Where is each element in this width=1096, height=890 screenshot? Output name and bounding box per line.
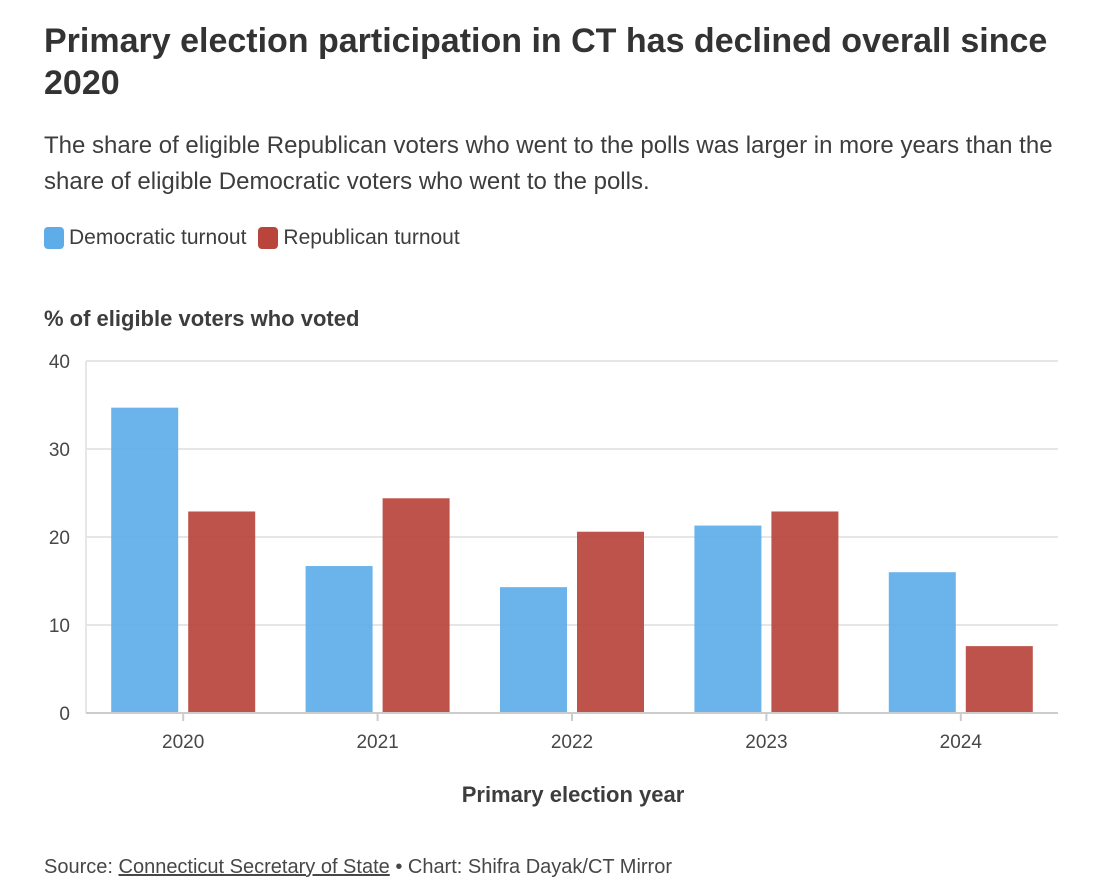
- bar-democratic-2022[interactable]: Democratic turnout 2022: 14.3: [500, 587, 567, 713]
- legend: Democratic turnout Republican turnout: [44, 226, 472, 250]
- bar-republican-2020[interactable]: Republican turnout 2020: 22.9: [188, 511, 256, 713]
- legend-label-democratic: Democratic turnout: [69, 226, 247, 249]
- x-tick-label: 2023: [745, 732, 787, 753]
- legend-swatch-republican: [258, 227, 279, 249]
- y-tick-label: 30: [49, 440, 70, 461]
- y-tick-label: 40: [49, 352, 70, 373]
- y-axis-title: % of eligible voters who voted: [44, 306, 360, 331]
- bar-republican-2022[interactable]: Republican turnout 2022: 20.6: [577, 531, 644, 713]
- x-tick-label: 2022: [551, 732, 593, 753]
- chart-subtitle: The share of eligible Republican voters …: [44, 132, 1053, 195]
- bar-democratic-2020[interactable]: Democratic turnout 2020: 34.7: [111, 407, 179, 713]
- y-tick-label: 0: [59, 704, 70, 725]
- bar-republican-2024[interactable]: Republican turnout 2024: 7.6: [965, 646, 1033, 713]
- chart-title: Primary election participation in CT has…: [44, 22, 1048, 102]
- source-link[interactable]: Connecticut Secretary of State: [118, 856, 390, 878]
- bar-democratic-2023[interactable]: Democratic turnout 2023: 21.3: [694, 525, 762, 713]
- x-tick-label: 2024: [940, 732, 983, 753]
- y-tick-label: 20: [49, 528, 70, 549]
- x-tick-label: 2021: [356, 732, 398, 753]
- legend-item-democratic: Democratic turnout: [44, 226, 246, 250]
- bar-democratic-2024[interactable]: Democratic turnout 2024: 16: [888, 572, 956, 713]
- bar-democratic-2021[interactable]: Democratic turnout 2021: 16.7: [305, 566, 373, 713]
- x-axis-title: Primary election year: [461, 782, 685, 807]
- bar-republican-2021[interactable]: Republican turnout 2021: 24.4: [382, 498, 450, 713]
- x-tick-label: 2020: [162, 732, 204, 753]
- legend-swatch-democratic: [44, 227, 64, 249]
- y-tick-label: 10: [49, 616, 70, 637]
- chart-credit: • Chart: Shifra Dayak/CT Mirror: [395, 856, 673, 878]
- legend-item-republican: Republican turnout: [258, 226, 460, 250]
- legend-label-republican: Republican turnout: [283, 226, 460, 249]
- bar-republican-2023[interactable]: Republican turnout 2023: 22.9: [771, 511, 839, 713]
- source-prefix: Source:: [44, 856, 113, 878]
- footer: Source: Connecticut Secretary of State •…: [44, 856, 672, 879]
